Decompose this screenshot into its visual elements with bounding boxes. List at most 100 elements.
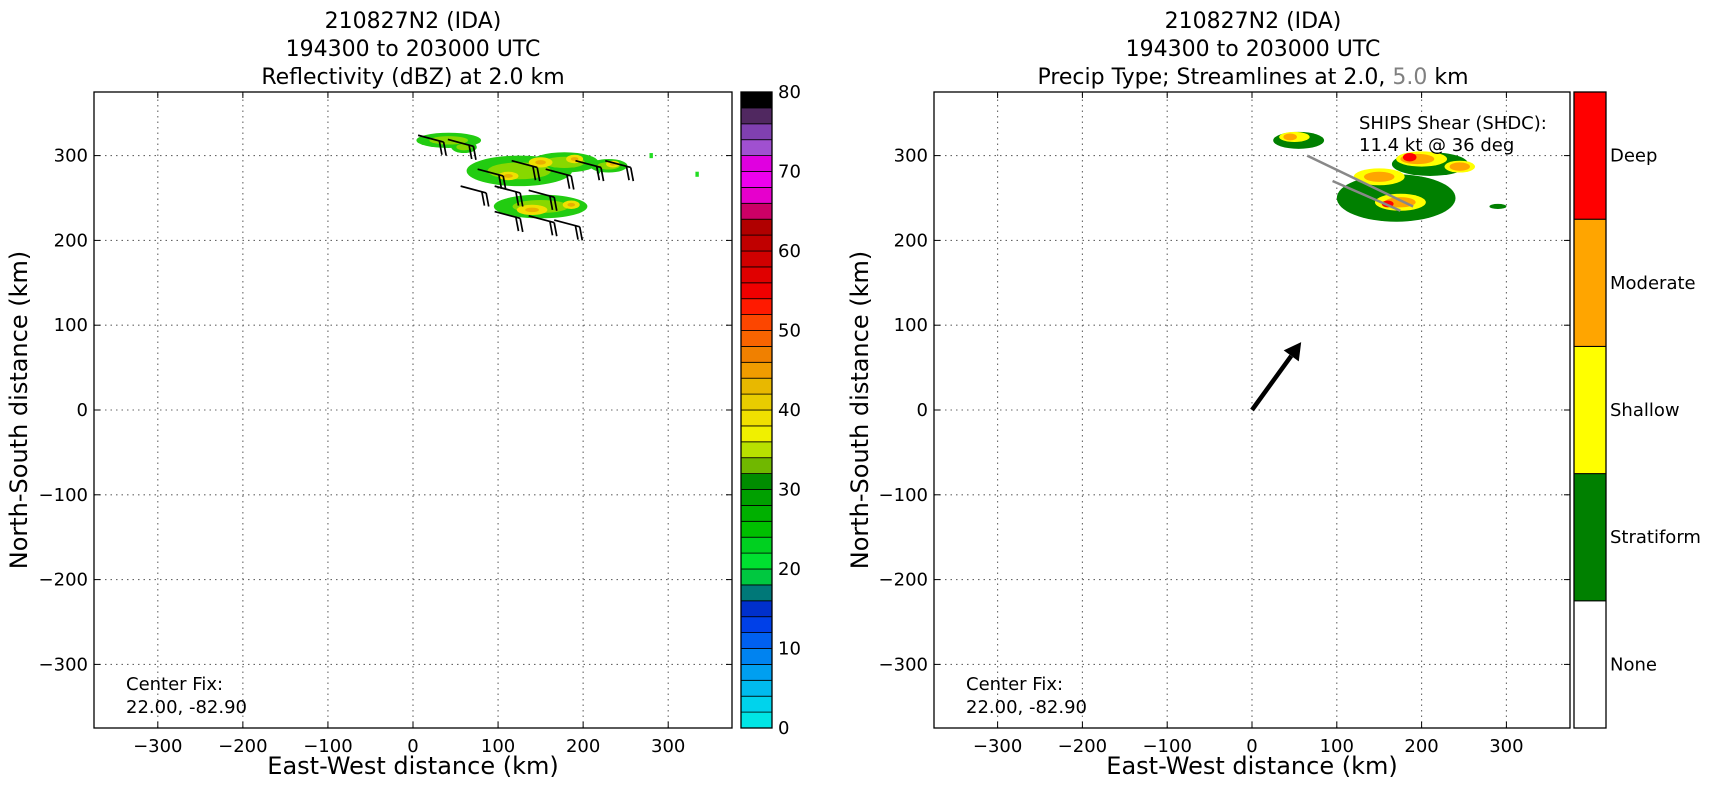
right-center-fix-label: Center Fix:	[966, 674, 1063, 695]
colorbar-category-label: Stratiform	[1610, 527, 1701, 548]
colorbar-segment	[740, 186, 773, 204]
wind-barb-flag	[578, 226, 584, 241]
wind-barb-flag	[574, 225, 579, 240]
colorbar-segment	[740, 536, 773, 554]
right-plot-area	[934, 92, 1570, 728]
wind-barb-flag	[532, 166, 537, 181]
right-title-line-3-b: 5.0	[1392, 65, 1427, 90]
wind-barb-flag	[600, 167, 605, 182]
precip-stratiform	[1489, 203, 1507, 210]
colorbar-segment	[740, 695, 773, 713]
colorbar-tick-label: 50	[778, 321, 801, 342]
wind-barb	[528, 214, 558, 237]
shear-vector-head	[1283, 342, 1302, 362]
colorbar-tick-label: 0	[778, 718, 789, 739]
wind-barb-flag	[549, 221, 554, 236]
wind-barb	[528, 189, 558, 211]
shear-text-line-2: 11.4 kt @ 36 deg	[1359, 135, 1514, 156]
reflectivity-core-high	[535, 160, 546, 165]
reflectivity-core-high	[503, 174, 513, 178]
wind-barb	[605, 159, 635, 182]
wind-barb-flag	[515, 217, 520, 232]
right-x-tick-label: −300	[973, 736, 1022, 757]
reflectivity-colorbar: 0 10 20 30 40 50 60 70 80	[740, 82, 801, 739]
colorbar-category-none	[1573, 600, 1607, 729]
colorbar-segment	[740, 250, 773, 268]
colorbar-segment	[740, 441, 773, 459]
right-x-tick-label: 100	[1320, 736, 1354, 757]
precip-moderate	[1363, 171, 1395, 182]
colorbar-segment	[740, 314, 773, 331]
colorbar-segment	[740, 648, 773, 665]
left-title-line-1: 210827N2 (IDA)	[325, 9, 502, 34]
colorbar-category-deep	[1573, 91, 1607, 220]
left-x-axis-label: East-West distance (km)	[267, 752, 558, 780]
shear-text-line-1: SHIPS Shear (SHDC):	[1359, 113, 1547, 134]
left-x-tick-label: −100	[303, 736, 352, 757]
left-center-fix-value: 22.00, -82.90	[126, 697, 247, 718]
wind-barb	[460, 185, 490, 207]
colorbar-tick-label: 70	[778, 162, 801, 183]
colorbar-segment	[740, 345, 773, 363]
colorbar-segment	[740, 679, 773, 697]
wind-barb-flag	[442, 141, 448, 156]
right-y-tick-label: 0	[917, 400, 928, 421]
wind-barb	[477, 168, 507, 190]
left-x-tick-label: −200	[218, 736, 267, 757]
colorbar-segment	[740, 584, 773, 602]
wind-barb	[494, 185, 524, 207]
reflectivity-core-high	[525, 207, 539, 213]
shear-vector-shaft	[1252, 356, 1291, 410]
colorbar-segment	[740, 330, 773, 347]
colorbar-tick-label: 20	[778, 559, 801, 580]
left-y-tick-label: 200	[54, 230, 88, 251]
wind-barb-flag	[536, 167, 541, 182]
left-y-tick-label: −200	[39, 570, 88, 591]
wind-barb-flag	[472, 146, 477, 160]
wind-barb-shaft	[605, 159, 631, 169]
wind-barb	[447, 138, 477, 160]
left-y-tick-label: −100	[39, 485, 88, 506]
right-title-line-3-a: Precip Type; Streamlines at 2.0,	[1037, 65, 1392, 90]
colorbar-segment	[740, 361, 773, 379]
wind-barb-flag	[481, 191, 486, 206]
streamline	[1307, 156, 1413, 207]
left-y-tick-label: 300	[54, 146, 88, 167]
wind-barb-flag	[468, 145, 473, 160]
colorbar-segment	[740, 123, 773, 141]
right-x-tick-label: −200	[1058, 736, 1107, 757]
colorbar-segment	[740, 171, 773, 188]
colorbar-category-shallow	[1573, 345, 1607, 475]
wind-barb-flag	[570, 175, 575, 190]
wind-barb-flag	[519, 192, 524, 207]
wind-barb-shaft	[553, 219, 580, 228]
colorbar-frame	[740, 91, 773, 729]
colorbar-segment	[740, 393, 773, 411]
wind-barb-shaft	[477, 168, 504, 177]
wind-barb-flag	[553, 222, 558, 237]
colorbar-segment	[740, 425, 773, 443]
left-title-line-3: Reflectivity (dBZ) at 2.0 km	[261, 65, 564, 90]
wind-barb-flag	[553, 196, 558, 211]
colorbar-segment	[740, 711, 773, 729]
wind-barb-flag	[485, 192, 490, 207]
colorbar-tick-label: 40	[778, 400, 801, 421]
colorbar-segment	[740, 632, 773, 649]
right-x-axis-label: East-West distance (km)	[1106, 752, 1397, 780]
left-x-tick-label: −300	[133, 736, 182, 757]
wind-barb-shaft	[575, 159, 602, 169]
colorbar-segment	[740, 664, 773, 681]
wind-barb	[417, 134, 448, 156]
colorbar-segment	[740, 568, 773, 586]
colorbar-segment	[740, 552, 773, 570]
colorbar-segment	[740, 298, 773, 316]
wind-barb-shaft	[460, 185, 487, 194]
colorbar-segment	[740, 473, 773, 490]
colorbar-segment	[740, 91, 773, 109]
wind-barb-shaft	[417, 134, 444, 143]
left-center-fix-label: Center Fix:	[126, 674, 223, 695]
reflectivity-core-high	[570, 157, 579, 161]
precip-type-colorbar: None Stratiform Shallow Moderate Deep	[1573, 91, 1701, 729]
wind-barb-shaft	[528, 214, 555, 224]
colorbar-tick-label: 10	[778, 639, 801, 660]
